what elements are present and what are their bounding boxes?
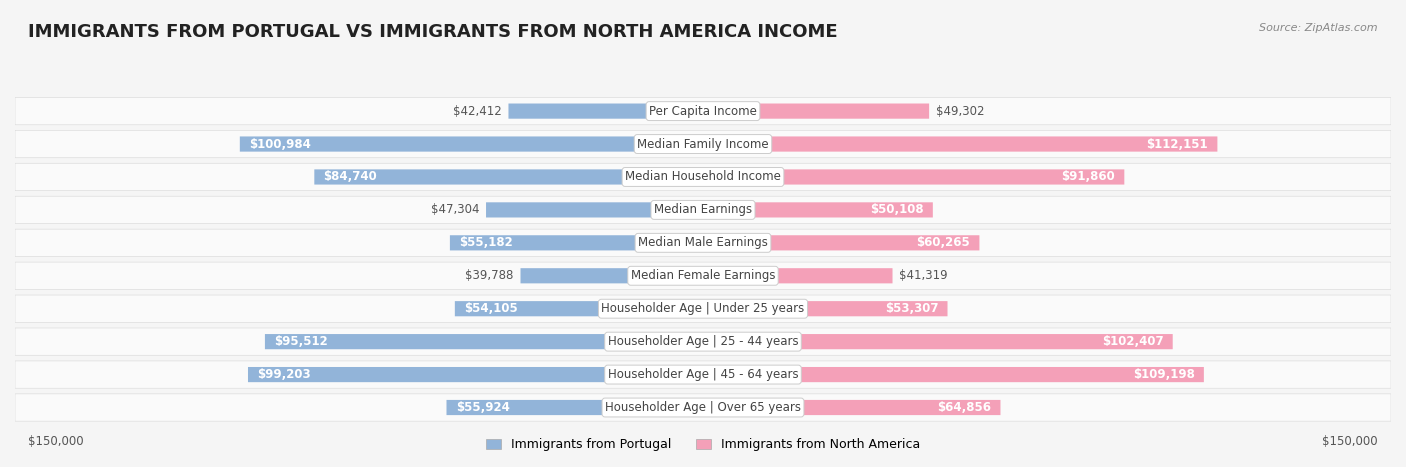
Text: $39,788: $39,788	[465, 269, 513, 282]
Text: Householder Age | 25 - 44 years: Householder Age | 25 - 44 years	[607, 335, 799, 348]
FancyBboxPatch shape	[15, 295, 1391, 322]
Text: Householder Age | 45 - 64 years: Householder Age | 45 - 64 years	[607, 368, 799, 381]
Text: $60,265: $60,265	[917, 236, 970, 249]
Text: IMMIGRANTS FROM PORTUGAL VS IMMIGRANTS FROM NORTH AMERICA INCOME: IMMIGRANTS FROM PORTUGAL VS IMMIGRANTS F…	[28, 23, 838, 42]
FancyBboxPatch shape	[703, 268, 893, 283]
Text: Per Capita Income: Per Capita Income	[650, 105, 756, 118]
Legend: Immigrants from Portugal, Immigrants from North America: Immigrants from Portugal, Immigrants fro…	[481, 433, 925, 456]
FancyBboxPatch shape	[703, 136, 1218, 152]
Text: $41,319: $41,319	[900, 269, 948, 282]
FancyBboxPatch shape	[15, 163, 1391, 191]
FancyBboxPatch shape	[264, 334, 703, 349]
Text: Median Family Income: Median Family Income	[637, 138, 769, 150]
Text: $109,198: $109,198	[1133, 368, 1195, 381]
Text: $47,304: $47,304	[430, 204, 479, 216]
FancyBboxPatch shape	[703, 170, 1125, 184]
FancyBboxPatch shape	[703, 104, 929, 119]
Text: Median Male Earnings: Median Male Earnings	[638, 236, 768, 249]
Text: Source: ZipAtlas.com: Source: ZipAtlas.com	[1260, 23, 1378, 33]
Text: $54,105: $54,105	[464, 302, 517, 315]
Text: $55,182: $55,182	[460, 236, 513, 249]
FancyBboxPatch shape	[15, 130, 1391, 158]
Text: $95,512: $95,512	[274, 335, 328, 348]
Text: $150,000: $150,000	[28, 435, 84, 448]
Text: Median Female Earnings: Median Female Earnings	[631, 269, 775, 282]
Text: $50,108: $50,108	[870, 204, 924, 216]
Text: $99,203: $99,203	[257, 368, 311, 381]
FancyBboxPatch shape	[15, 262, 1391, 290]
FancyBboxPatch shape	[703, 400, 1001, 415]
Text: Median Household Income: Median Household Income	[626, 170, 780, 184]
FancyBboxPatch shape	[703, 235, 980, 250]
FancyBboxPatch shape	[703, 202, 932, 218]
FancyBboxPatch shape	[703, 367, 1204, 382]
Text: $150,000: $150,000	[1322, 435, 1378, 448]
Text: $42,412: $42,412	[453, 105, 502, 118]
Text: $64,856: $64,856	[938, 401, 991, 414]
FancyBboxPatch shape	[450, 235, 703, 250]
Text: Householder Age | Under 25 years: Householder Age | Under 25 years	[602, 302, 804, 315]
Text: $112,151: $112,151	[1147, 138, 1208, 150]
Text: Median Earnings: Median Earnings	[654, 204, 752, 216]
Text: Householder Age | Over 65 years: Householder Age | Over 65 years	[605, 401, 801, 414]
Text: $100,984: $100,984	[249, 138, 311, 150]
FancyBboxPatch shape	[447, 400, 703, 415]
FancyBboxPatch shape	[315, 170, 703, 184]
FancyBboxPatch shape	[454, 301, 703, 316]
FancyBboxPatch shape	[703, 301, 948, 316]
FancyBboxPatch shape	[486, 202, 703, 218]
Text: $84,740: $84,740	[323, 170, 377, 184]
FancyBboxPatch shape	[247, 367, 703, 382]
Text: $55,924: $55,924	[456, 401, 509, 414]
Text: $102,407: $102,407	[1102, 335, 1164, 348]
FancyBboxPatch shape	[15, 196, 1391, 224]
Text: $91,860: $91,860	[1062, 170, 1115, 184]
Text: $53,307: $53,307	[884, 302, 938, 315]
FancyBboxPatch shape	[703, 334, 1173, 349]
FancyBboxPatch shape	[15, 361, 1391, 388]
Text: $49,302: $49,302	[936, 105, 984, 118]
FancyBboxPatch shape	[15, 229, 1391, 256]
FancyBboxPatch shape	[15, 98, 1391, 125]
FancyBboxPatch shape	[15, 328, 1391, 355]
FancyBboxPatch shape	[15, 394, 1391, 421]
FancyBboxPatch shape	[509, 104, 703, 119]
FancyBboxPatch shape	[520, 268, 703, 283]
FancyBboxPatch shape	[240, 136, 703, 152]
